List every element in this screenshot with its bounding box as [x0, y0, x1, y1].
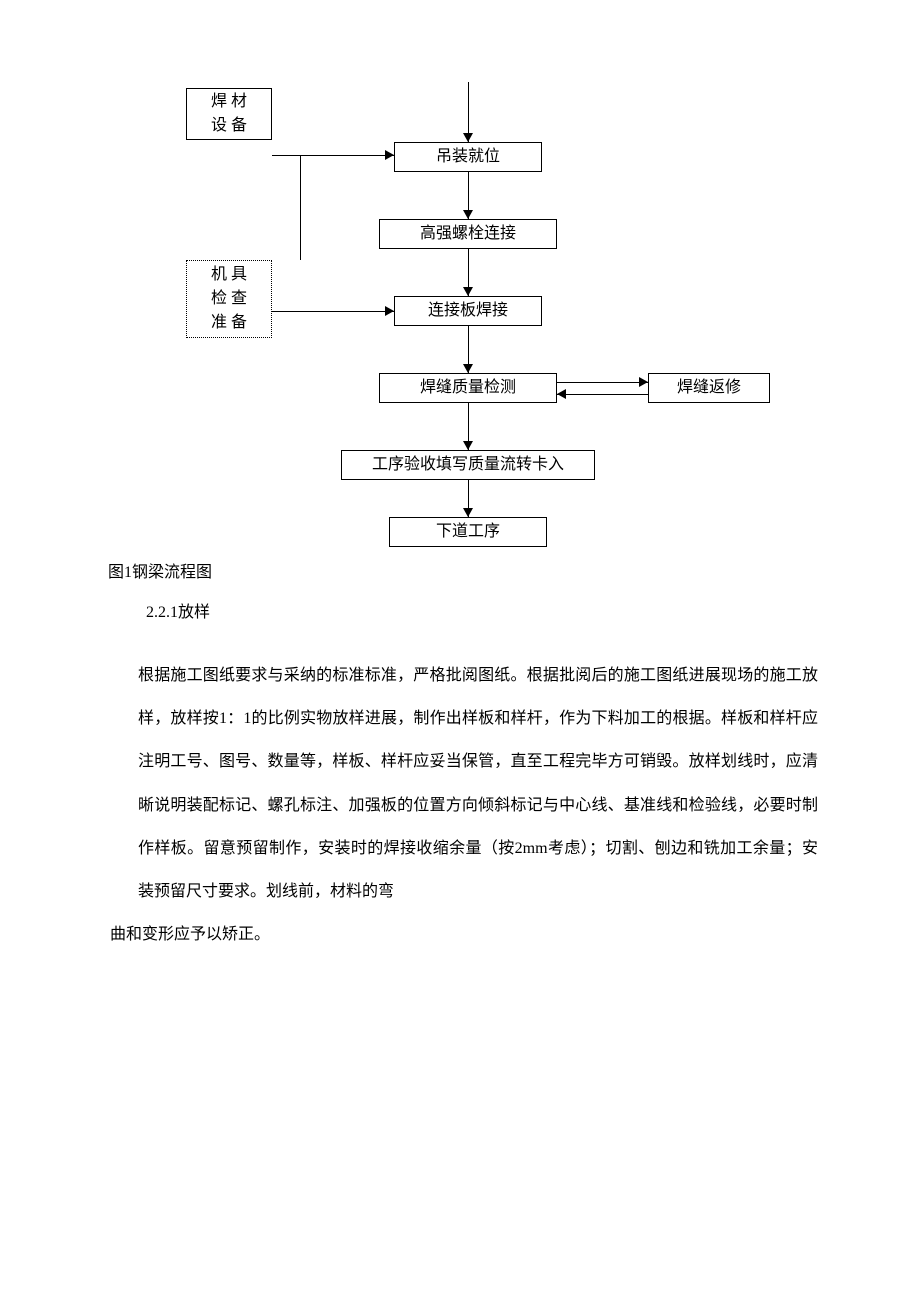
node-hoisting: 吊装就位 [394, 142, 542, 172]
node-materials: 焊 材设 备 [186, 88, 272, 140]
edge-line [272, 311, 394, 312]
edge-line [557, 394, 648, 395]
arrow-right-icon [385, 306, 394, 316]
node-plate-weld: 连接板焊接 [394, 296, 542, 326]
node-bolt: 高强螺栓连接 [379, 219, 557, 249]
node-next: 下道工序 [389, 517, 547, 547]
arrow-down-icon [463, 210, 473, 219]
node-quality: 焊缝质量检测 [379, 373, 557, 403]
figure-caption: 图1钢梁流程图 [108, 558, 212, 582]
node-tools: 机 具检 查准 备 [186, 260, 272, 338]
paragraph-last: 曲和变形应予以矫正。 [110, 913, 818, 956]
flowchart-diagram: 焊 材设 备 吊装就位 高强螺栓连接 机 具检 查准 备 连接板焊接 焊缝质量检… [0, 0, 920, 560]
arrow-down-icon [463, 364, 473, 373]
arrow-down-icon [463, 441, 473, 450]
body-text: 2.2.1放样 根据施工图纸要求与采纳的标准标准，严格批阅图纸。根据批阅后的施工… [138, 598, 818, 956]
arrow-down-icon [463, 508, 473, 517]
edge-line [557, 382, 648, 383]
arrow-down-icon [463, 287, 473, 296]
arrow-left-icon [557, 389, 566, 399]
paragraph-main: 根据施工图纸要求与采纳的标准标准，严格批阅图纸。根据批阅后的施工图纸进展现场的施… [138, 654, 818, 913]
arrow-right-icon [385, 150, 394, 160]
arrow-right-icon [639, 377, 648, 387]
node-acceptance: 工序验收填写质量流转卡入 [341, 450, 595, 480]
arrow-down-icon [463, 133, 473, 142]
edge-line [300, 155, 301, 260]
section-heading: 2.2.1放样 [146, 598, 818, 622]
node-repair: 焊缝返修 [648, 373, 770, 403]
edge-line [272, 155, 394, 156]
